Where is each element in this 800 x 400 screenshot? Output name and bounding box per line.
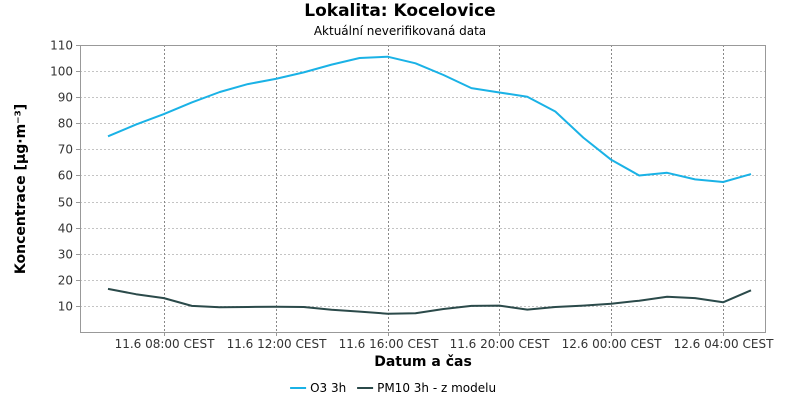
series-line-0	[107, 55, 752, 183]
plot-area	[80, 45, 766, 333]
y-axis-label: Koncentrace [µg·m⁻³]	[13, 104, 29, 274]
y-tick-label: 20	[58, 274, 73, 288]
x-tick-label: 11.6 08:00 CEST	[115, 337, 216, 351]
x-tick-label: 11.6 20:00 CEST	[450, 337, 551, 351]
x-axis-ticks: 11.6 08:00 CEST 11.6 12:00 CEST 11.6 16:00…	[115, 332, 775, 351]
legend-label: O3 3h	[310, 381, 346, 395]
series-lines	[107, 55, 752, 315]
legend-label: PM10 3h - z modelu	[377, 381, 496, 395]
y-tick-label: 50	[58, 196, 73, 210]
y-tick-label: 60	[58, 169, 73, 183]
y-tick-label: 90	[58, 91, 73, 105]
y-tick-label: 70	[58, 143, 73, 157]
grid	[80, 45, 765, 332]
x-tick-label: 11.6 12:00 CEST	[227, 337, 328, 351]
x-tick-label: 12.6 04:00 CEST	[674, 337, 775, 351]
chart-subtitle: Aktuální neverifikovaná data	[313, 24, 487, 38]
series-line-1	[107, 287, 752, 315]
legend: O3 3h PM10 3h - z modelu	[290, 381, 496, 395]
y-tick-label: 40	[58, 222, 73, 236]
y-tick-label: 110	[50, 39, 73, 53]
y-axis-ticks: 10 20 30 40 50 60 70 80 90 100 110	[50, 39, 80, 314]
legend-item: PM10 3h - z modelu	[357, 381, 496, 395]
x-axis-label: Datum a čas	[374, 354, 472, 370]
y-tick-label: 80	[58, 117, 73, 131]
y-tick-label: 30	[58, 248, 73, 262]
y-tick-label: 100	[50, 65, 73, 79]
chart-title: Lokalita: Kocelovice	[304, 1, 496, 21]
x-tick-label: 12.6 00:00 CEST	[562, 337, 663, 351]
x-tick-label: 11.6 16:00 CEST	[339, 337, 440, 351]
y-tick-label: 10	[58, 300, 73, 314]
legend-item: O3 3h	[290, 381, 346, 395]
